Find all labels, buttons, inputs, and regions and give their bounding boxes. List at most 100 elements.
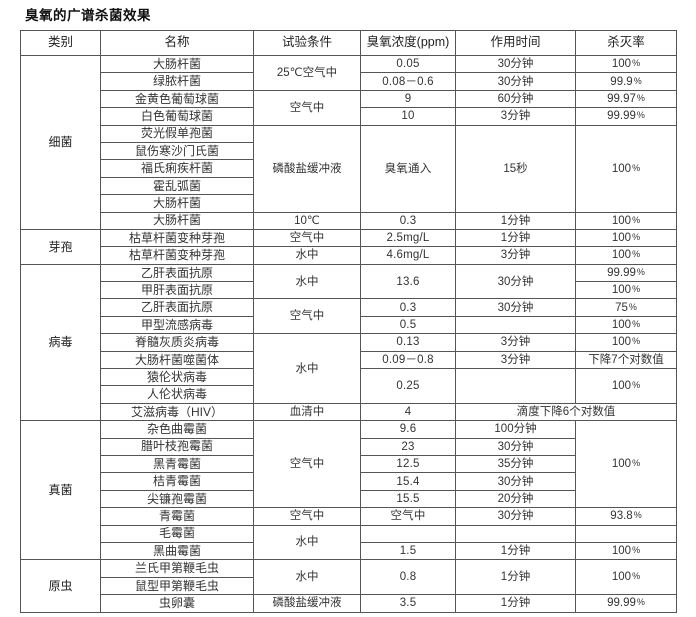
cell-condition: 空气中 <box>253 420 361 509</box>
percent-sign: % <box>632 458 641 469</box>
cell-name: 荧光假单孢菌 <box>100 124 254 143</box>
percent-sign: % <box>633 510 642 521</box>
cell-condition: 水中 <box>253 246 361 265</box>
cell-concentration: 0.3 <box>360 298 456 317</box>
cell-category: 病毒 <box>20 263 101 422</box>
cell-concentration: 3.5 <box>360 594 456 613</box>
table-row: 艾滋病毒（HIV） 血清中 4 滴度下降6个对数值 <box>21 402 677 422</box>
cell-name: 毛霉菌 <box>100 524 254 543</box>
table-row: 大肠杆菌 <box>21 194 677 213</box>
table-row: 荧光假单孢菌 磷酸盐缓冲液 臭氧通入 15秒 100% <box>21 124 677 213</box>
table-body: 细菌 大肠杆菌 25℃空气中 0.05 30分钟 100% 绿脓杆菌 0.08－0.6 30分钟… <box>20 54 677 613</box>
column-header-rate: 杀灭率 <box>575 30 677 56</box>
percent-sign: % <box>632 214 641 225</box>
cell-name: 桔青霉菌 <box>100 472 254 491</box>
cell-time: 35分钟 <box>455 454 576 474</box>
ozone-sterilization-table: 类别 名称 试验条件 臭氧浓度(ppm) 作用时间 杀灭率 细菌 大肠杆菌 25℃空… <box>20 30 677 613</box>
cell-time: 60分钟 <box>455 89 576 109</box>
percent-sign: % <box>632 284 641 295</box>
cell-name: 乙肝表面抗原 <box>100 298 254 317</box>
percent-sign: % <box>632 232 641 243</box>
table-row: 乙肝表面抗原 空气中 0.3 30分钟 75% <box>21 298 677 335</box>
cell-category: 芽孢 <box>20 228 101 265</box>
cell-name: 乙肝表面抗原 <box>100 263 254 283</box>
cell-concentration: 0.05 <box>360 54 456 74</box>
table-row: 虫卵囊 磷酸盐缓冲液 3.5 1分钟 99.99% <box>21 594 677 613</box>
cell-kill-rate: 99.97% <box>575 89 677 109</box>
table-row: 黑青霉菌 12.5 35分钟 <box>21 454 677 474</box>
cell-time: 30分钟 <box>455 54 576 74</box>
cell-name: 大肠杆菌噬菌体 <box>100 350 254 370</box>
cell-time: 15秒 <box>455 124 576 213</box>
cell-name: 甲肝表面抗原 <box>100 281 254 300</box>
cell-kill-rate: 100% <box>575 315 677 335</box>
cell-time <box>455 315 576 335</box>
table-row: 腊叶枝孢霉菌 23 30分钟 <box>21 437 677 456</box>
cell-condition: 空气中 <box>253 228 361 248</box>
table-row: 白色葡萄球菌 10 3分钟 99.99% <box>21 107 677 126</box>
cell-time: 1分钟 <box>455 559 576 596</box>
cell-concentration: 臭氧通入 <box>360 124 456 213</box>
cell-name: 人伦状病毒 <box>100 385 254 404</box>
cell-concentration: 0.13 <box>360 333 456 352</box>
table-row: 大肠杆菌噬菌体 0.09－0.8 3分钟 下降7个对数值 <box>21 350 677 370</box>
cell-name: 大肠杆菌 <box>100 211 254 230</box>
cell-time: 1分钟 <box>455 541 576 561</box>
percent-sign: % <box>632 58 641 69</box>
cell-name: 黑青霉菌 <box>100 454 254 474</box>
cell-time: 30分钟 <box>455 298 576 317</box>
cell-concentration: 0.08－0.6 <box>360 72 456 91</box>
cell-name: 鼠伤寒沙门氏菌 <box>100 141 254 161</box>
cell-name: 艾滋病毒（HIV） <box>100 402 254 422</box>
cell-name: 甲型流感病毒 <box>100 315 254 335</box>
cell-condition: 空气中 <box>253 298 361 335</box>
table-row: 枯草杆菌变种芽孢 水中 4.6mg/L 3分钟 100% <box>21 246 677 265</box>
column-header-condition: 试验条件 <box>253 30 361 56</box>
cell-kill-rate: 100% <box>575 541 677 561</box>
cell-kill-rate: 100% <box>575 333 677 352</box>
cell-time: 30分钟 <box>455 507 576 526</box>
cell-concentration: 10 <box>360 107 456 126</box>
cell-name: 尖镰孢霉菌 <box>100 489 254 509</box>
cell-kill-rate: 100% <box>575 281 677 300</box>
percent-sign: % <box>632 336 641 347</box>
percent-sign: % <box>636 266 645 277</box>
cell-name: 黑曲霉菌 <box>100 541 254 561</box>
cell-condition: 磷酸盐缓冲液 <box>253 594 361 613</box>
table-header-row: 类别 名称 试验条件 臭氧浓度(ppm) 作用时间 杀灭率 <box>20 30 677 56</box>
table-container: 类别 名称 试验条件 臭氧浓度(ppm) 作用时间 杀灭率 细菌 大肠杆菌 25℃空… <box>20 30 677 613</box>
cell-concentration: 9.6 <box>360 420 456 439</box>
table-row: 甲肝表面抗原 100% <box>21 281 677 300</box>
cell-time <box>455 524 576 543</box>
cell-condition: 水中 <box>253 559 361 596</box>
percent-sign: % <box>632 545 641 556</box>
percent-sign: % <box>632 319 641 330</box>
cell-category: 细菌 <box>20 55 101 230</box>
cell-kill-rate: 100% <box>575 124 677 213</box>
cell-time: 30分钟 <box>455 437 576 456</box>
table-row: 脊髓灰质炎病毒 水中 0.13 3分钟 100% <box>21 333 677 404</box>
cell-condition: 10℃ <box>253 211 361 230</box>
table-row: 青霉菌 空气中 空气中 30分钟 93.8% <box>21 507 677 526</box>
cell-concentration <box>360 524 456 543</box>
percent-sign: % <box>636 110 645 121</box>
cell-name: 大肠杆菌 <box>100 194 254 213</box>
percent-sign: % <box>636 92 645 103</box>
table-row: 金黄色葡萄球菌 空气中 9 60分钟 99.97% <box>21 89 677 126</box>
cell-kill-rate: 下降7个对数值 <box>575 350 677 370</box>
cell-kill-rate: 99.99% <box>575 594 677 613</box>
percent-sign: % <box>632 249 641 260</box>
cell-time: 30分钟 <box>455 263 576 300</box>
percent-sign: % <box>633 75 642 86</box>
column-header-category: 类别 <box>20 30 101 56</box>
table-row: 芽孢 枯草杆菌变种芽孢 空气中 2.5mg/L 1分钟 100% <box>20 228 677 265</box>
cell-concentration: 0.25 <box>360 368 456 404</box>
cell-time <box>455 368 576 404</box>
page-title: 臭氧的广谱杀菌效果 <box>25 8 151 23</box>
cell-concentration: 15.5 <box>360 489 456 509</box>
cell-name: 白色葡萄球菌 <box>100 107 254 126</box>
cell-name: 枯草杆菌变种芽孢 <box>100 228 254 248</box>
cell-concentration: 0.8 <box>360 559 456 596</box>
cell-kill-rate: 100% <box>575 420 677 509</box>
